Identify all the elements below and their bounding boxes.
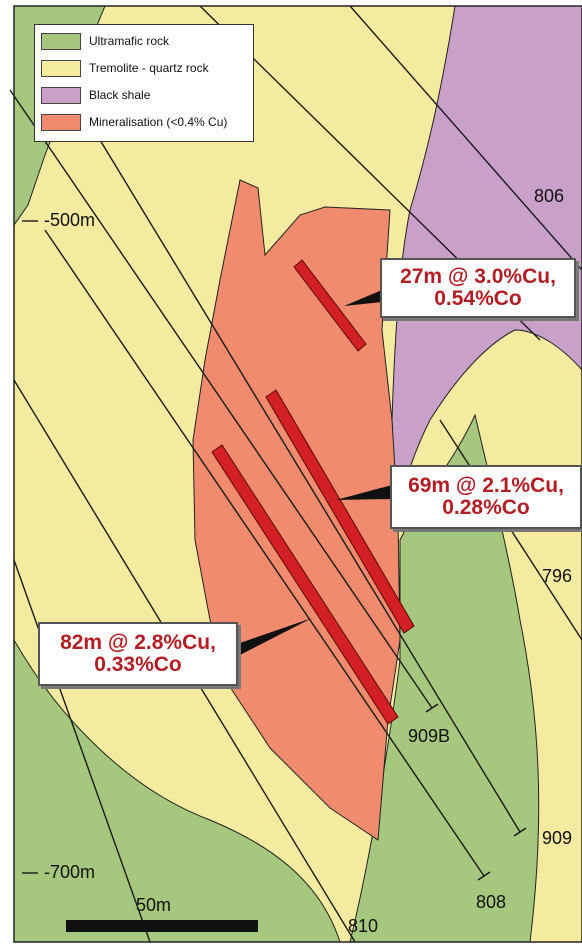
intercept-bar-69m (265, 389, 415, 634)
legend-item-mineralisation: Mineralisation (<0.4% Cu) (41, 111, 227, 133)
drillhole-label-806: 806 (534, 186, 565, 206)
depth-label-700m: -700m (44, 862, 96, 882)
intercept-27m-line1: 27m @ 3.0%Cu, (400, 264, 556, 288)
ultramafic-bottom-left (13, 638, 341, 943)
drillhole-left-trace (13, 559, 151, 943)
scale-bar-label: 50m (136, 895, 172, 915)
end-of-hole-ticks (425, 703, 527, 881)
legend-swatch-mineralisation (41, 113, 81, 131)
intercept-callout-82m: 82m @ 2.8%Cu, 0.33%Co (38, 622, 238, 686)
legend-swatch-black-shale (41, 86, 81, 104)
depth-label-500m: -500m (44, 210, 96, 230)
drillhole-traces (9, 5, 582, 943)
legend-label-black-shale: Black shale (89, 88, 151, 102)
legend-label-ultramafic: Ultramafic rock (89, 34, 170, 48)
drillhole-909B-trace (9, 89, 433, 709)
intercept-69m-line2: 0.28%Co (442, 496, 530, 519)
pointer-82m (240, 618, 312, 655)
drillhole-796-trace (349, 5, 582, 271)
drillhole-label-808: 808 (476, 892, 507, 912)
legend-item-tremolite: Tremolite - quartz rock (41, 57, 209, 79)
legend: Ultramafic rock Tremolite - quartz rock … (34, 24, 254, 142)
frame (13, 5, 582, 943)
drillhole-909-trace (99, 139, 521, 833)
drillhole-right-trace (439, 419, 582, 641)
scale-bar (66, 920, 258, 932)
intercept-82m-line1: 82m @ 2.8%Cu, (60, 630, 216, 654)
drillhole-label-810: 810 (348, 916, 379, 936)
legend-item-ultramafic: Ultramafic rock (41, 30, 169, 52)
intercept-callout-69m: 69m @ 2.1%Cu, 0.28%Co (390, 465, 582, 529)
legend-swatch-ultramafic (41, 32, 81, 50)
drillhole-label-909B: 909B (408, 726, 451, 746)
drillhole-label-796: 796 (542, 566, 573, 586)
legend-label-mineralisation: Mineralisation (<0.4% Cu) (89, 115, 228, 129)
pointer-69m (336, 485, 392, 500)
intercept-callout-27m: 27m @ 3.0%Cu, 0.54%Co (380, 258, 576, 318)
intercept-82m-line2: 0.33%Co (94, 653, 182, 676)
drillhole-label-909: 909 (542, 828, 573, 848)
intercept-bar-27m (293, 259, 367, 352)
intercept-27m-line2: 0.54%Co (434, 287, 522, 310)
intercept-69m-line1: 69m @ 2.1%Cu, (408, 473, 564, 497)
drillhole-808-trace (44, 229, 485, 877)
legend-swatch-tremolite (41, 59, 81, 77)
legend-item-black-shale: Black shale (41, 84, 150, 106)
callout-pointers (240, 290, 392, 655)
intercept-bars (211, 259, 415, 725)
intercept-bar-82m (211, 444, 399, 725)
legend-label-tremolite: Tremolite - quartz rock (89, 61, 209, 75)
pointer-27m (344, 290, 382, 306)
